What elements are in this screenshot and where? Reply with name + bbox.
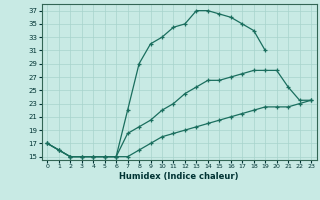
X-axis label: Humidex (Indice chaleur): Humidex (Indice chaleur) [119,172,239,181]
